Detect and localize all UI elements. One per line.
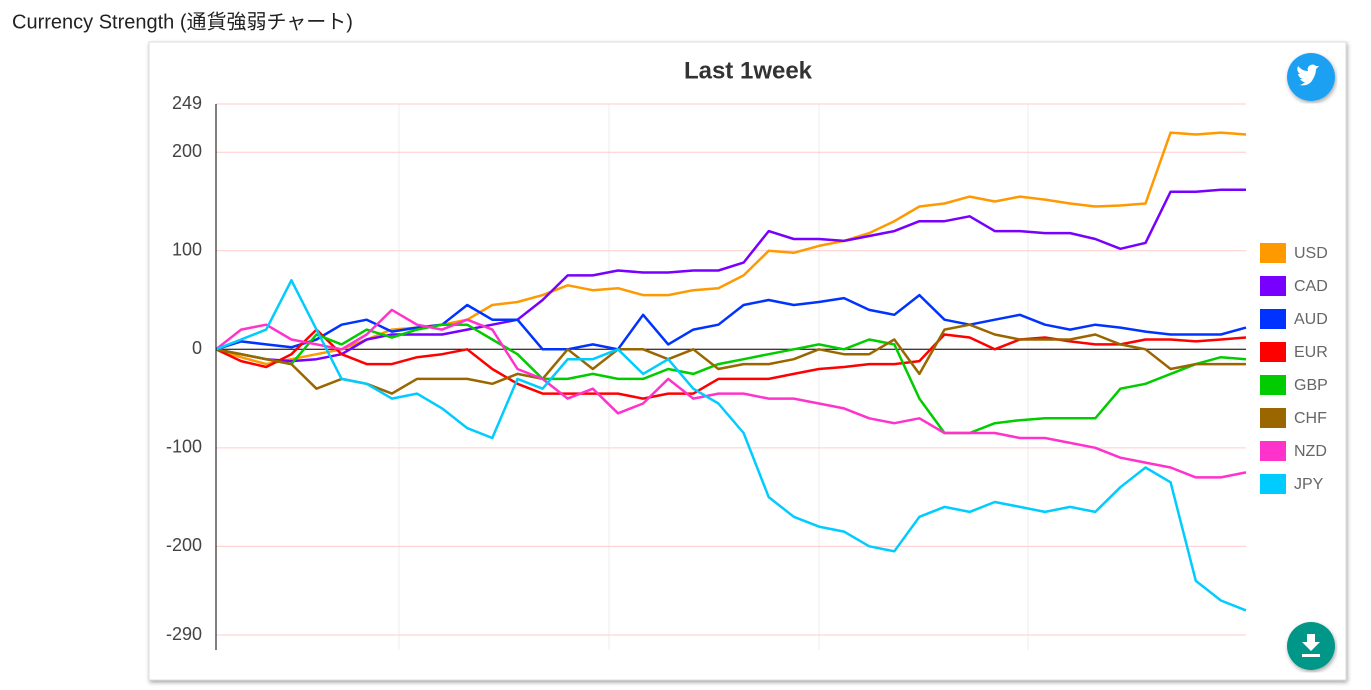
legend-swatch xyxy=(1260,408,1286,428)
series-line xyxy=(215,323,1246,395)
series-line xyxy=(215,328,1247,400)
download-button[interactable] xyxy=(1287,622,1335,670)
chart-card xyxy=(148,41,1347,681)
page-header: Currency Strength (通貨強弱チャート) xyxy=(12,10,353,33)
legend-label: CAD xyxy=(1294,278,1328,295)
legend-label: AUD xyxy=(1294,311,1328,328)
plot: -290 -200 -100 0 100 200 249 xyxy=(166,93,1247,644)
legend-swatch xyxy=(1260,474,1286,494)
legend-swatch xyxy=(1260,243,1286,263)
y-tick-label: 249 xyxy=(172,93,202,113)
legend-swatch xyxy=(1260,276,1286,296)
y-tick-label: -290 xyxy=(166,624,202,644)
y-tick-label: 0 xyxy=(192,338,202,358)
y-tick-label: 100 xyxy=(172,240,202,260)
twitter-button[interactable] xyxy=(1287,53,1335,101)
y-tick-label: 200 xyxy=(172,141,202,161)
series-line xyxy=(215,293,1247,351)
legend-swatch xyxy=(1260,309,1286,329)
series-line xyxy=(215,323,1247,435)
y-tick-label: -100 xyxy=(166,437,202,457)
legend-label: JPY xyxy=(1294,476,1324,493)
x-grid xyxy=(398,104,1029,650)
legend-swatch xyxy=(1260,375,1286,395)
series-line xyxy=(215,279,1247,612)
series-line xyxy=(215,308,1247,479)
legend-label: EUR xyxy=(1294,344,1328,361)
legend-label: NZD xyxy=(1294,443,1327,460)
series-line xyxy=(215,131,1247,366)
legend-label: USD xyxy=(1294,245,1328,262)
legend-swatch xyxy=(1260,342,1286,362)
legend-swatch xyxy=(1260,441,1286,461)
y-tick-label: -200 xyxy=(166,535,202,555)
legend-label: CHF xyxy=(1294,410,1327,427)
chart-title: Last 1week xyxy=(684,57,813,84)
legend-label: GBP xyxy=(1294,377,1328,394)
